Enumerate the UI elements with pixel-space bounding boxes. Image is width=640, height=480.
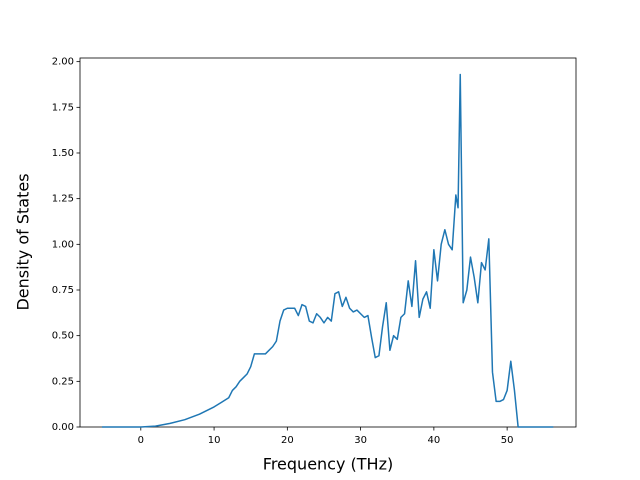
- y-tick-label: 0.00: [52, 422, 74, 433]
- x-tick-label: 20: [281, 435, 294, 446]
- x-tick-label: 40: [427, 435, 440, 446]
- x-tick-label: 30: [354, 435, 367, 446]
- y-tick-label: 0.75: [52, 285, 74, 296]
- data-line: [101, 73, 554, 428]
- x-axis-label: Frequency (THz): [263, 455, 393, 474]
- y-tick-label: 1.50: [52, 148, 74, 159]
- y-tick-label: 0.25: [52, 376, 74, 387]
- plot-frame: [79, 57, 577, 428]
- y-tick-label: 1.00: [52, 239, 74, 250]
- x-tick-label: 10: [208, 435, 221, 446]
- x-tick-label: 50: [501, 435, 514, 446]
- x-tick-label: 0: [138, 435, 144, 446]
- y-tick-label: 2.00: [52, 57, 74, 68]
- y-axis-label: Density of States: [14, 173, 33, 310]
- y-tick-label: 0.50: [52, 331, 74, 342]
- y-tick-label: 1.75: [52, 102, 74, 113]
- y-tick-label: 1.25: [52, 194, 74, 205]
